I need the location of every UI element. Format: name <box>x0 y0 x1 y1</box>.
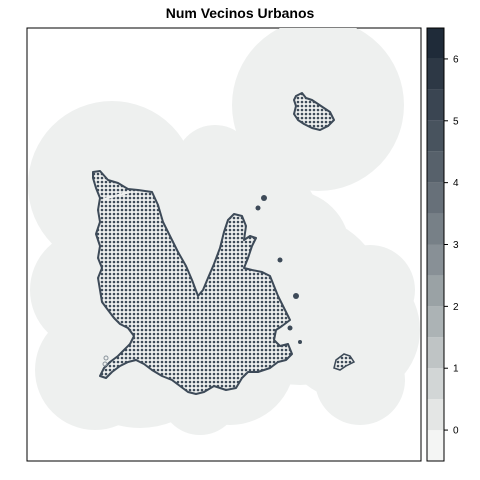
legend-tick-label: 4 <box>453 178 459 189</box>
urban-core-fragment <box>103 355 109 361</box>
legend-ticks: 0 1 2 3 4 5 6 <box>444 54 459 437</box>
legend-tick-label: 5 <box>453 116 459 127</box>
legend-tick-label: 6 <box>453 54 459 65</box>
legend-tick-label: 2 <box>453 302 459 313</box>
chart-title: Num Vecinos Urbanos <box>166 5 315 21</box>
legend-bin <box>427 58 444 90</box>
urban-core-main <box>92 170 293 395</box>
urban-core-ne-island <box>293 92 335 131</box>
legend-colorbar: 0 1 2 3 4 5 6 <box>426 27 459 462</box>
legend-bin <box>427 89 444 121</box>
legend-bin <box>427 182 444 214</box>
legend-tick-label: 0 <box>453 426 459 437</box>
legend-tick-label: 1 <box>453 364 459 375</box>
legend-bin <box>427 399 444 431</box>
urban-core-fragment <box>102 361 108 367</box>
legend-bin <box>427 151 444 183</box>
urban-core <box>92 92 356 395</box>
legend-bin <box>427 213 444 245</box>
urban-core-fragment <box>298 340 302 344</box>
urban-core-fragment <box>277 257 283 263</box>
urban-core-road <box>103 191 131 200</box>
urban-core-fragment <box>261 195 267 201</box>
urban-core-e-spot <box>333 353 356 371</box>
legend-bin <box>427 306 444 338</box>
urban-core-fragment <box>287 325 293 331</box>
legend-bin <box>427 368 444 400</box>
legend-tick-label: 3 <box>453 240 459 251</box>
urban-core-fragment <box>255 205 261 211</box>
legend-bin <box>427 337 444 369</box>
legend-bin <box>427 120 444 152</box>
legend-bins <box>427 28 444 461</box>
map-panel <box>26 27 422 462</box>
legend-bin <box>427 275 444 307</box>
urban-core-fragment <box>293 293 299 299</box>
legend-bin <box>427 430 444 461</box>
legend-bin <box>427 244 444 276</box>
legend-bin <box>427 28 444 59</box>
